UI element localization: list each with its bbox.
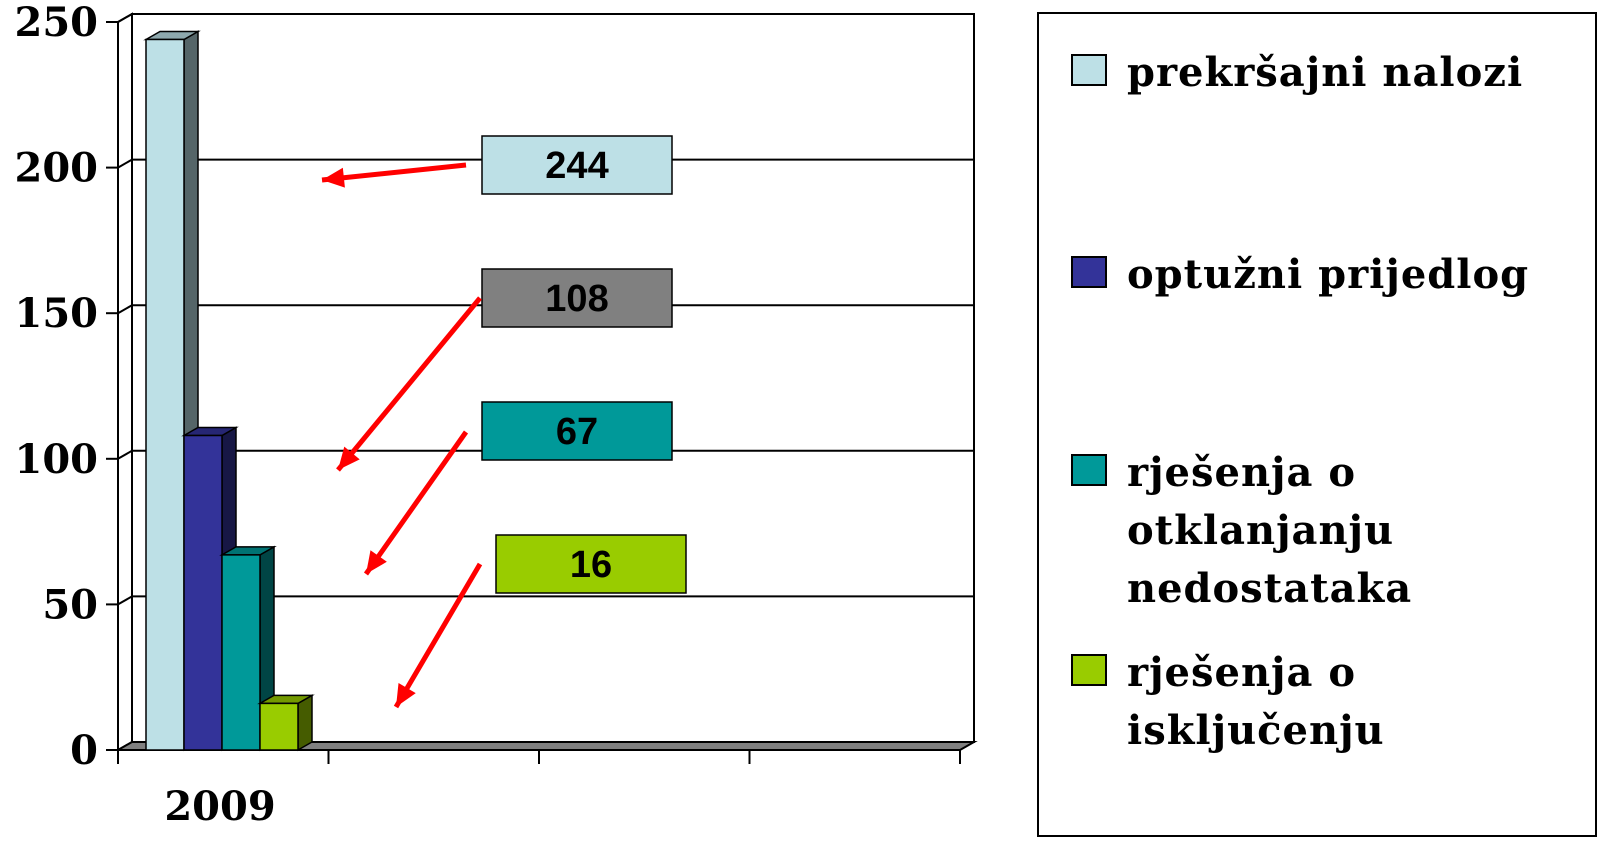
legend-swatch <box>1071 654 1107 686</box>
legend-item: rješenja o otklanjanju nedostataka <box>1071 444 1412 618</box>
bar-front <box>183 434 223 751</box>
arrow-shaft <box>321 162 467 183</box>
callout-box <box>481 135 673 195</box>
callout-box <box>481 401 673 461</box>
callout-box <box>495 534 687 594</box>
data-label: 108 <box>545 278 608 320</box>
arrow <box>321 162 467 188</box>
callout-box <box>481 268 673 328</box>
data-label-callout: 67 <box>481 401 673 461</box>
y-tick-label: 100 <box>15 436 99 483</box>
arrow-shaft <box>336 296 482 472</box>
gridline-depth <box>117 158 133 169</box>
legend-item: optužni prijedlog <box>1071 246 1529 304</box>
bar-side <box>297 694 313 752</box>
arrow-head <box>338 446 360 470</box>
arrow-shaft <box>363 430 469 576</box>
gridline-depth <box>117 595 133 606</box>
gridline-depth <box>117 449 133 460</box>
arrow <box>336 296 482 472</box>
arrow <box>393 562 483 709</box>
y-tick-label: 200 <box>15 145 99 192</box>
arrow-shaft <box>393 562 483 709</box>
callouts: 244 108 67 16 <box>481 135 687 594</box>
x-axis: 2009 <box>117 749 961 830</box>
y-tick-label: 250 <box>15 0 99 46</box>
arrow-head <box>366 550 387 574</box>
data-label-callout: 16 <box>495 534 687 594</box>
legend-swatch <box>1071 54 1107 86</box>
bar-front <box>259 702 299 751</box>
legend-item: rješenja o isključenju <box>1071 644 1385 760</box>
bar <box>257 694 315 752</box>
data-label: 16 <box>570 544 612 586</box>
bar-chart: 0 50 100 150 200 250 2009 244 108 67 16 <box>15 0 978 830</box>
y-axis: 0 50 100 150 200 250 <box>15 0 119 774</box>
bar-front <box>221 554 261 751</box>
legend-label: rješenja o isključenju <box>1127 649 1385 754</box>
legend-swatch <box>1071 256 1107 288</box>
legend-swatch <box>1071 454 1107 486</box>
y-tick-label: 50 <box>42 581 98 628</box>
legend-label: optužni prijedlog <box>1127 251 1530 298</box>
arrow-head <box>322 167 345 188</box>
y-tick-label: 0 <box>70 727 98 774</box>
y-tick-label: 150 <box>15 290 99 337</box>
bar-front <box>145 38 185 751</box>
data-label: 67 <box>556 411 598 453</box>
legend-label: prekršajni nalozi <box>1127 49 1524 96</box>
legend: prekršajni nalozi optužni prijedlog rješen… <box>1037 12 1597 837</box>
x-category-label: 2009 <box>164 783 275 830</box>
bars <box>143 30 315 752</box>
data-label-callout: 244 <box>481 135 673 195</box>
arrows <box>321 162 483 709</box>
arrow <box>363 430 469 576</box>
data-label-callout: 108 <box>481 268 673 328</box>
arrow-head <box>396 682 416 707</box>
data-label: 244 <box>545 145 608 187</box>
gridline-depth <box>117 13 133 23</box>
bar <box>143 30 201 752</box>
legend-item: prekršajni nalozi <box>1071 44 1523 102</box>
legend-label: rješenja o otklanjanju nedostataka <box>1127 449 1413 612</box>
gridline-depth <box>117 304 133 315</box>
plot-side-wall <box>117 12 133 752</box>
